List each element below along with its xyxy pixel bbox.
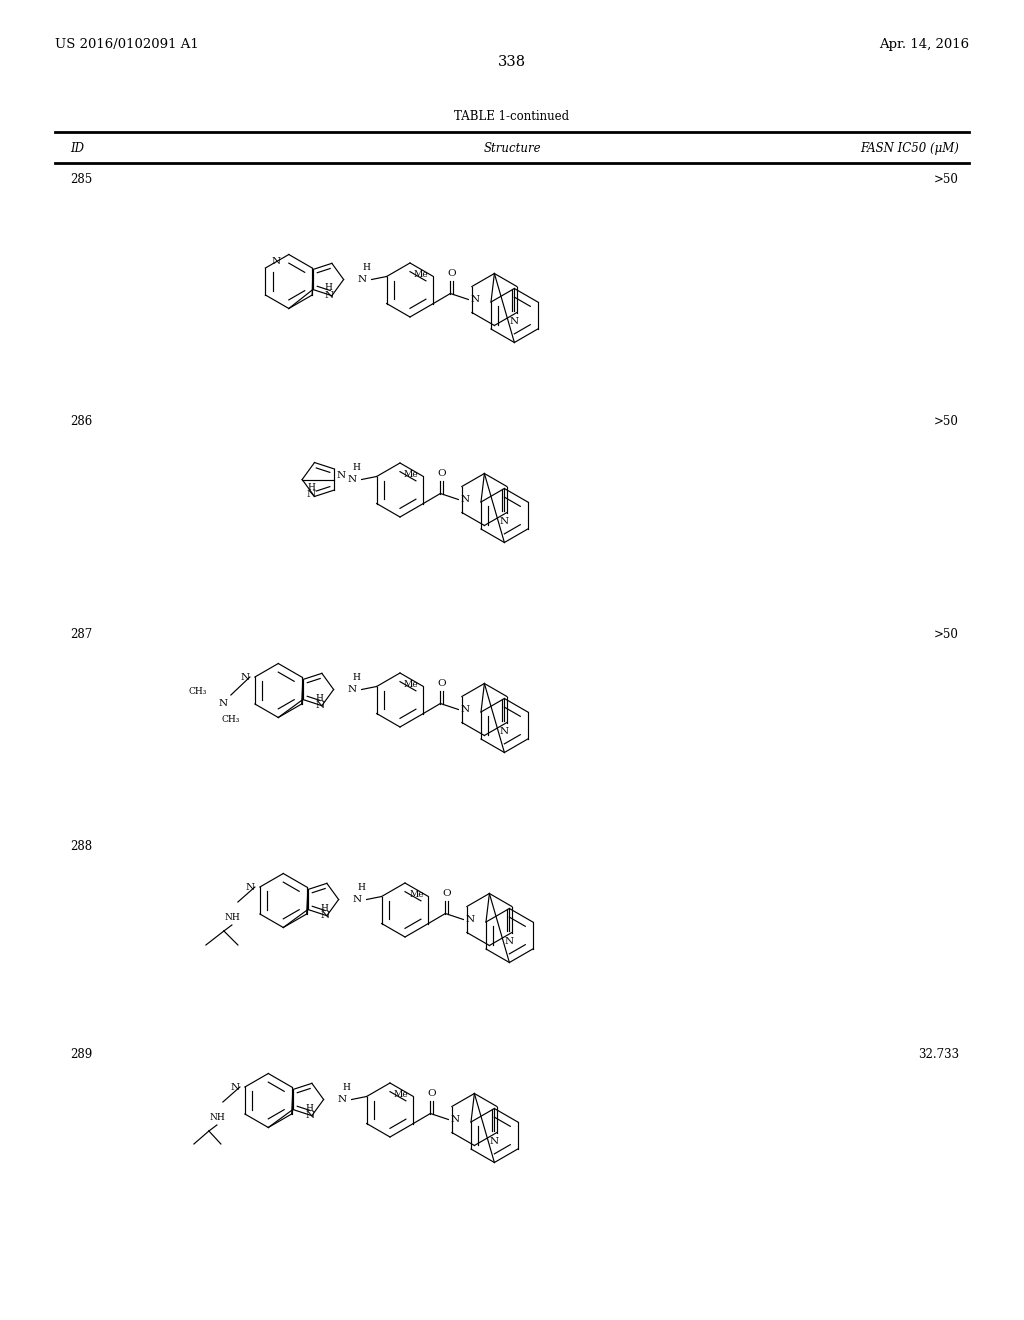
Text: >50: >50 [934, 414, 959, 428]
Text: N: N [500, 726, 509, 735]
Text: H: H [352, 463, 360, 473]
Text: N: N [347, 475, 356, 484]
Text: N: N [461, 705, 470, 714]
Text: CH₃: CH₃ [222, 715, 240, 723]
Text: N: N [325, 292, 334, 300]
Text: Me: Me [404, 680, 419, 689]
Text: TABLE 1-continued: TABLE 1-continued [455, 110, 569, 123]
Text: NH: NH [209, 1113, 225, 1122]
Text: H: H [321, 904, 329, 913]
Text: N: N [510, 317, 519, 326]
Text: N: N [230, 1082, 240, 1092]
Text: N: N [307, 490, 316, 499]
Text: US 2016/0102091 A1: US 2016/0102091 A1 [55, 38, 199, 51]
Text: O: O [447, 268, 456, 277]
Text: H: H [343, 1084, 350, 1093]
Text: N: N [337, 471, 345, 480]
Text: 338: 338 [498, 55, 526, 69]
Text: 32.733: 32.733 [918, 1048, 959, 1061]
Text: N: N [357, 275, 367, 284]
Text: H: H [307, 483, 315, 492]
Text: H: H [362, 264, 371, 272]
Text: NH: NH [224, 913, 240, 921]
Text: Me: Me [394, 1090, 409, 1100]
Text: O: O [437, 678, 445, 688]
Text: N: N [500, 516, 509, 525]
Text: N: N [505, 936, 514, 945]
Text: N: N [461, 495, 470, 504]
Text: Me: Me [409, 890, 424, 899]
Text: N: N [271, 257, 281, 267]
Text: 288: 288 [70, 840, 92, 853]
Text: N: N [321, 911, 330, 920]
Text: N: N [489, 1137, 499, 1146]
Text: Apr. 14, 2016: Apr. 14, 2016 [879, 38, 969, 51]
Text: O: O [442, 888, 451, 898]
Text: N: N [352, 895, 361, 904]
Text: H: H [352, 673, 360, 682]
Text: O: O [437, 469, 445, 478]
Text: H: H [306, 1104, 313, 1113]
Text: N: N [241, 672, 250, 681]
Text: N: N [305, 1111, 314, 1121]
Text: N: N [246, 883, 255, 891]
Text: 287: 287 [70, 628, 92, 642]
Text: N: N [315, 701, 325, 710]
Text: H: H [325, 284, 333, 292]
Text: >50: >50 [934, 173, 959, 186]
Text: N: N [338, 1096, 346, 1104]
Text: H: H [316, 694, 324, 704]
Text: 286: 286 [70, 414, 92, 428]
Text: 285: 285 [70, 173, 92, 186]
Text: 289: 289 [70, 1048, 92, 1061]
Text: CH₃: CH₃ [188, 686, 207, 696]
Text: >50: >50 [934, 628, 959, 642]
Text: Structure: Structure [483, 143, 541, 154]
Text: N: N [465, 915, 474, 924]
Text: N: N [218, 700, 227, 708]
Text: N: N [347, 685, 356, 694]
Text: Me: Me [404, 470, 419, 479]
Text: ID: ID [70, 143, 84, 154]
Text: FASN IC50 (μM): FASN IC50 (μM) [860, 143, 959, 154]
Text: O: O [427, 1089, 435, 1097]
Text: Me: Me [414, 271, 429, 279]
Text: H: H [357, 883, 366, 892]
Text: N: N [451, 1115, 460, 1125]
Text: N: N [470, 294, 479, 304]
